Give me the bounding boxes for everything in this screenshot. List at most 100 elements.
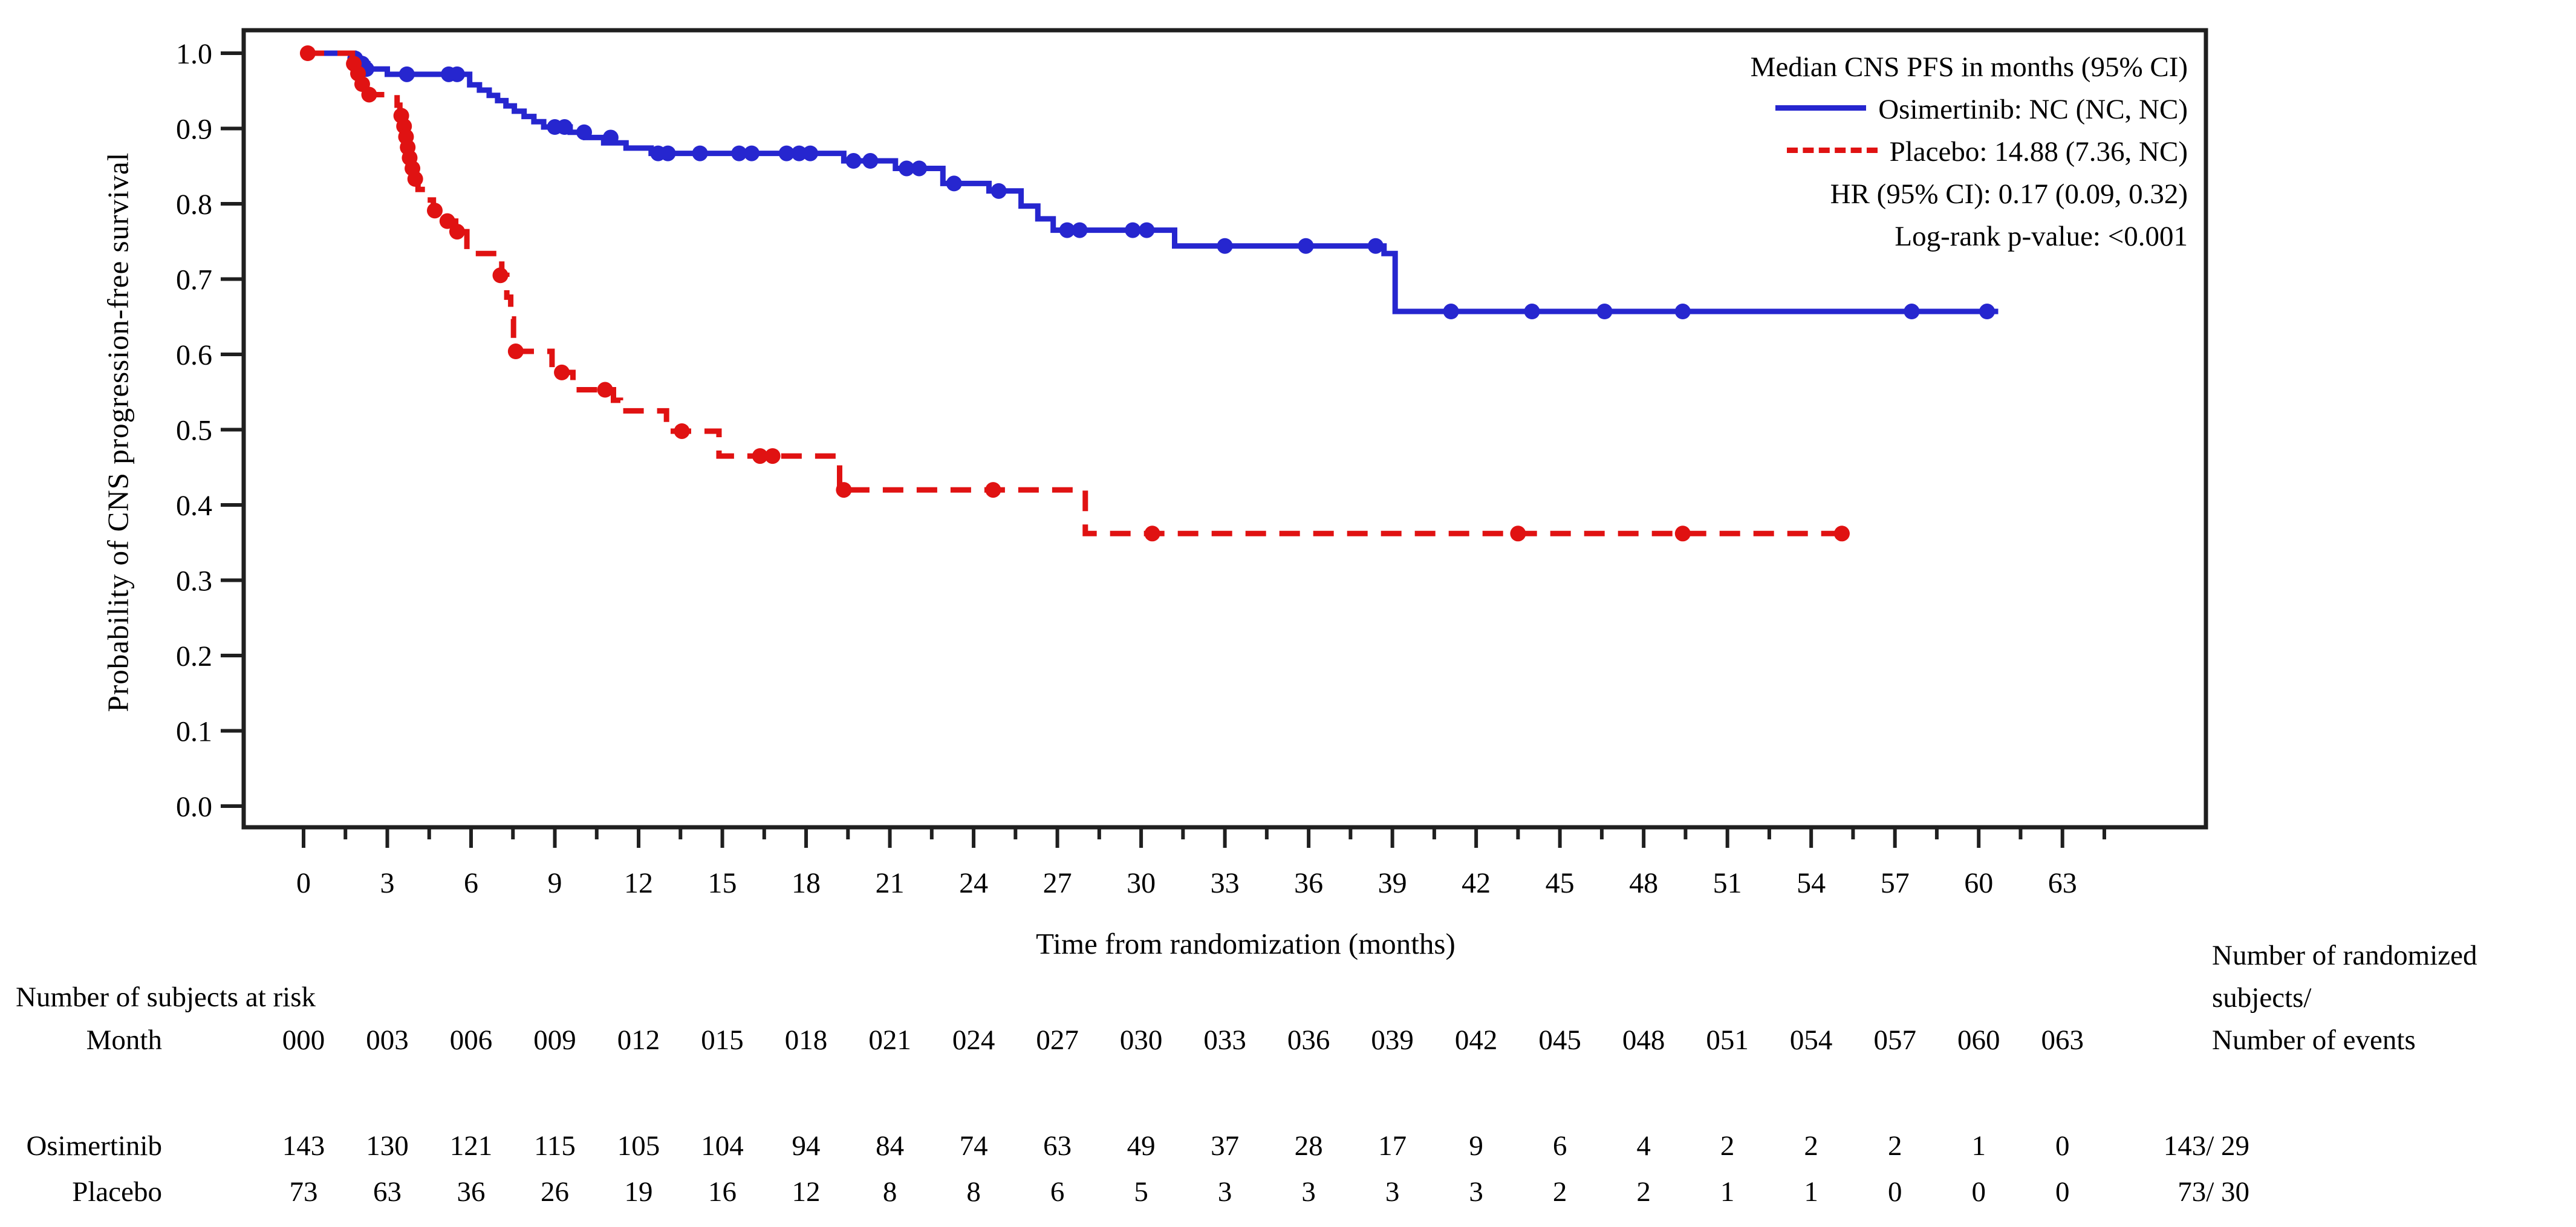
risk-count: 17 xyxy=(1378,1130,1407,1162)
y-tick-label: 0.8 xyxy=(176,189,212,221)
risk-count: 4 xyxy=(1636,1130,1651,1162)
month-code: 033 xyxy=(1203,1024,1246,1056)
x-tick-label: 18 xyxy=(792,867,821,899)
placebo-censor-mark xyxy=(439,213,455,229)
risk-count: 3 xyxy=(1469,1176,1483,1208)
x-tick-label: 0 xyxy=(296,867,311,899)
risk-count: 2 xyxy=(1887,1130,1902,1162)
osimertinib-censor-mark xyxy=(692,145,708,161)
risk-count: 8 xyxy=(882,1176,897,1208)
placebo-censor-mark xyxy=(1833,526,1850,542)
placebo-censor-mark xyxy=(985,482,1001,498)
osimertinib-line-swatch xyxy=(1775,105,1867,111)
osimertinib-censor-mark xyxy=(1139,222,1155,238)
placebo-censor-mark xyxy=(426,203,443,219)
risk-count: 73 xyxy=(289,1176,318,1208)
osimertinib-censor-mark xyxy=(862,153,879,169)
risk-count: 9 xyxy=(1469,1130,1483,1162)
x-tick-label: 6 xyxy=(464,867,478,899)
events-summary: 73/ 30 xyxy=(2178,1176,2249,1208)
month-code: 063 xyxy=(2041,1024,2084,1056)
hr-annotation: HR (95% CI): 0.17 (0.09, 0.32) xyxy=(1830,178,2188,210)
osimertinib-censor-mark xyxy=(1298,238,1314,254)
x-tick-label: 15 xyxy=(708,867,737,899)
risk-count: 0 xyxy=(2055,1176,2070,1208)
risk-count: 0 xyxy=(2055,1130,2070,1162)
risk-count: 84 xyxy=(876,1130,905,1162)
risk-count: 0 xyxy=(1971,1176,1986,1208)
osimertinib-censor-mark xyxy=(1596,304,1613,320)
placebo-censor-mark xyxy=(449,224,465,240)
y-tick-label: 0.0 xyxy=(176,791,212,823)
risk-count: 36 xyxy=(457,1176,486,1208)
osimertinib-censor-mark xyxy=(1125,222,1141,238)
risk-count: 1 xyxy=(1804,1176,1818,1208)
placebo-censor-mark xyxy=(507,343,524,360)
osimertinib-censor-mark xyxy=(946,175,962,192)
month-code: 030 xyxy=(1119,1024,1163,1056)
risk-count: 63 xyxy=(1043,1130,1072,1162)
osimertinib-censor-mark xyxy=(1904,304,1920,320)
x-tick-label: 42 xyxy=(1462,867,1491,899)
y-tick-label: 0.5 xyxy=(176,415,212,447)
risk-count: 2 xyxy=(1552,1176,1567,1208)
risk-count: 1 xyxy=(1971,1130,1986,1162)
risk-count: 1 xyxy=(1720,1176,1735,1208)
risk-count: 2 xyxy=(1636,1176,1651,1208)
y-tick-label: 0.7 xyxy=(176,264,212,296)
risk-count: 28 xyxy=(1294,1130,1323,1162)
osimertinib-censor-mark xyxy=(1979,304,1995,320)
risk-count: 5 xyxy=(1134,1176,1148,1208)
placebo-censor-mark xyxy=(1674,526,1691,542)
placebo-censor-mark xyxy=(1144,526,1160,542)
x-tick-label: 36 xyxy=(1294,867,1323,899)
month-code: 009 xyxy=(533,1024,576,1056)
month-code: 021 xyxy=(868,1024,911,1056)
x-tick-label: 3 xyxy=(380,867,395,899)
osimertinib-censor-mark xyxy=(791,145,807,161)
y-tick-label: 0.3 xyxy=(176,565,212,597)
risk-count: 26 xyxy=(541,1176,570,1208)
risk-count: 63 xyxy=(373,1176,402,1208)
month-code: 057 xyxy=(1873,1024,1916,1056)
month-code: 036 xyxy=(1287,1024,1330,1056)
y-tick-label: 0.9 xyxy=(176,114,212,146)
risk-count: 121 xyxy=(449,1130,493,1162)
risk-count: 49 xyxy=(1127,1130,1156,1162)
placebo-censor-mark xyxy=(597,382,613,398)
placebo-censor-mark xyxy=(752,448,768,464)
logrank-annotation: Log-rank p-value: <0.001 xyxy=(1895,221,2188,252)
y-axis-title: Probability of CNS progression-free surv… xyxy=(101,152,135,712)
placebo-censor-mark xyxy=(407,171,423,187)
risk-count: 130 xyxy=(366,1130,409,1162)
month-code: 012 xyxy=(617,1024,660,1056)
placebo-censor-mark xyxy=(361,86,377,103)
x-tick-label: 27 xyxy=(1043,867,1072,899)
risk-count: 16 xyxy=(708,1176,737,1208)
risk-count: 3 xyxy=(1301,1176,1316,1208)
x-tick-label: 30 xyxy=(1127,867,1156,899)
risk-count: 143 xyxy=(282,1130,325,1162)
risk-count: 115 xyxy=(534,1130,576,1162)
risk-count: 8 xyxy=(966,1176,981,1208)
month-code: 024 xyxy=(952,1024,995,1056)
x-tick-label: 54 xyxy=(1797,867,1826,899)
placebo-censor-mark xyxy=(492,267,509,284)
x-tick-label: 57 xyxy=(1881,867,1910,899)
randomized-subjects-header-line1: Number of randomized xyxy=(2212,940,2477,971)
x-tick-label: 39 xyxy=(1378,867,1407,899)
legend: Median CNS PFS in months (95% CI) Osimer… xyxy=(1751,46,2188,258)
osimertinib-censor-mark xyxy=(1072,222,1088,238)
risk-count: 3 xyxy=(1385,1176,1400,1208)
risk-count: 0 xyxy=(1887,1176,1902,1208)
y-tick-label: 0.2 xyxy=(176,640,212,672)
month-code: 003 xyxy=(366,1024,409,1056)
placebo-censor-mark xyxy=(299,45,316,61)
osimertinib-censor-mark xyxy=(990,183,1007,199)
placebo-curve xyxy=(304,50,1850,536)
osimertinib-censor-mark xyxy=(802,145,818,161)
osimertinib-censor-mark xyxy=(1217,238,1233,254)
placebo-censor-mark xyxy=(554,364,570,380)
month-code: 048 xyxy=(1622,1024,1665,1056)
